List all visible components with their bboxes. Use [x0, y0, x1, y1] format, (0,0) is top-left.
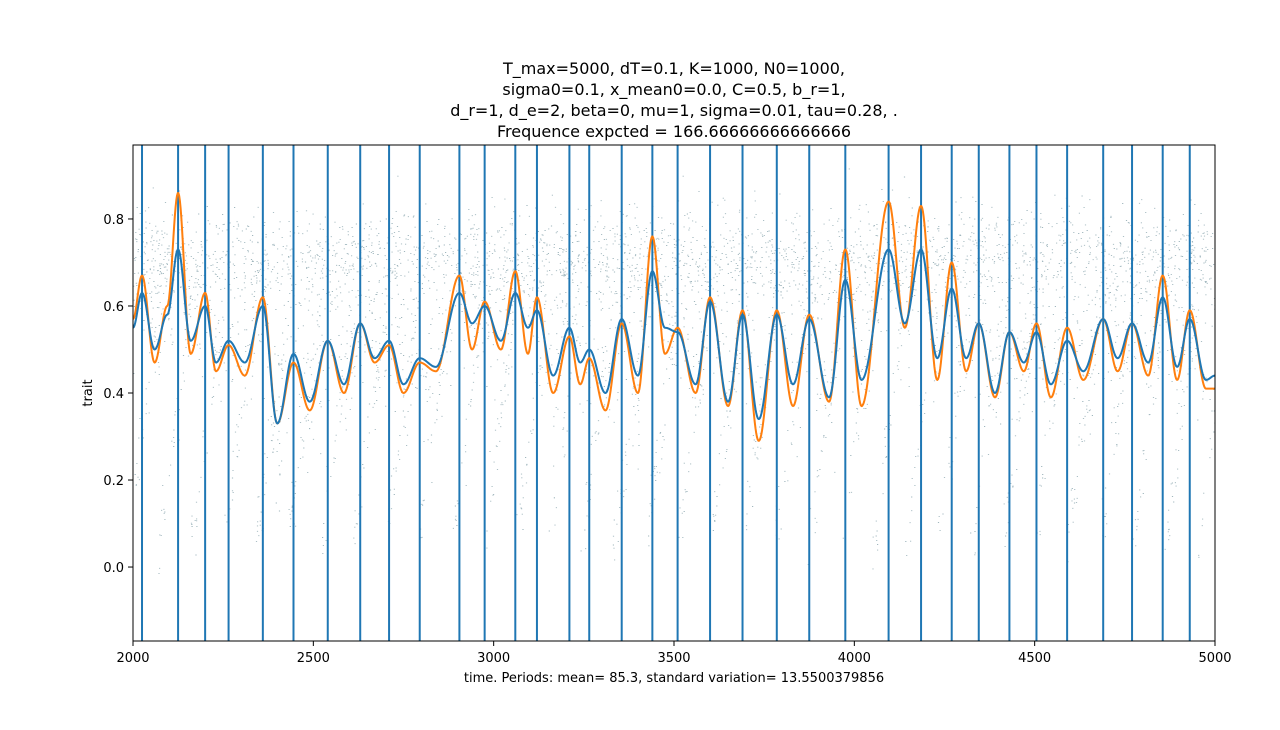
- scatter-cloud: [133, 168, 1215, 574]
- x-tick-label: 4500: [1018, 651, 1051, 666]
- x-tick-label: 5000: [1198, 651, 1231, 666]
- series-lines: [133, 192, 1215, 442]
- chart-title-line-4: Frequence expcted = 166.66666666666666: [497, 122, 851, 141]
- plot-area: [133, 145, 1215, 641]
- x-tick-label: 3500: [657, 651, 690, 666]
- y-tick-label: 0.4: [103, 387, 124, 402]
- period-markers: [141, 145, 1191, 641]
- x-axis-ticks: 2000 2500 3000 3500 4000 4500 5000: [116, 641, 1232, 666]
- x-tick-label: 2000: [116, 651, 149, 666]
- x-tick-label: 2500: [297, 651, 330, 666]
- y-tick-label: 0.8: [103, 213, 124, 228]
- chart-title-line-2: sigma0=0.1, x_mean0=0.0, C=0.5, b_r=1,: [502, 80, 845, 100]
- x-tick-label: 4000: [838, 651, 871, 666]
- y-tick-label: 0.2: [103, 474, 124, 489]
- chart-title-line-3: d_r=1, d_e=2, beta=0, mu=1, sigma=0.01, …: [450, 101, 898, 121]
- y-axis-label: trait: [81, 379, 96, 406]
- x-axis-label: time. Periods: mean= 85.3, standard vari…: [464, 671, 884, 686]
- x-tick-label: 3000: [477, 651, 510, 666]
- y-axis-ticks: 0.0 0.2 0.4 0.6 0.8: [103, 213, 133, 576]
- y-tick-label: 0.6: [103, 300, 124, 315]
- series-2-line: [133, 192, 1215, 442]
- y-tick-label: 0.0: [103, 561, 124, 576]
- scatter-points: [133, 168, 1215, 574]
- series-1-line: [133, 248, 1215, 425]
- chart-title-line-1: T_max=5000, dT=0.1, K=1000, N0=1000,: [502, 59, 845, 79]
